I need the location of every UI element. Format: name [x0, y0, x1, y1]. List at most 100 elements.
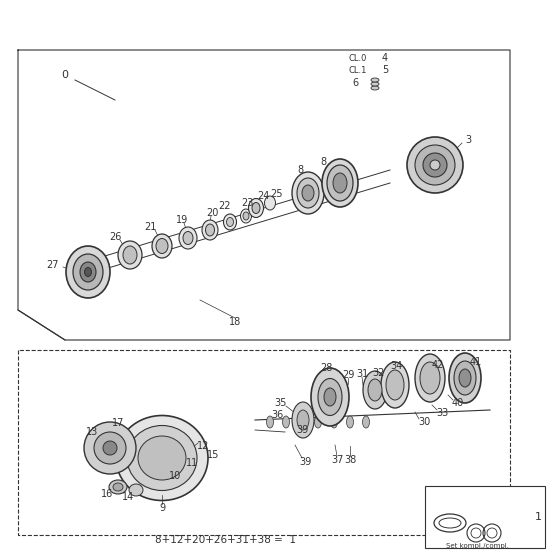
Ellipse shape: [202, 220, 218, 240]
Text: 13: 13: [86, 427, 98, 437]
Text: 8: 8: [320, 157, 326, 167]
Text: 29: 29: [342, 370, 354, 380]
Text: 31: 31: [356, 369, 368, 379]
Text: 41: 41: [470, 357, 482, 367]
Bar: [425, 486, 545, 548]
Text: 26: 26: [109, 232, 121, 242]
Text: 39: 39: [296, 425, 308, 435]
Ellipse shape: [322, 159, 358, 207]
Ellipse shape: [116, 416, 208, 501]
Text: 33: 33: [436, 408, 448, 418]
Ellipse shape: [324, 388, 336, 406]
Text: 32: 32: [372, 368, 384, 378]
Ellipse shape: [363, 371, 387, 409]
Ellipse shape: [420, 362, 440, 394]
Ellipse shape: [109, 480, 127, 494]
Ellipse shape: [386, 370, 404, 400]
Ellipse shape: [243, 212, 249, 220]
Ellipse shape: [66, 246, 110, 298]
Ellipse shape: [282, 416, 290, 428]
Text: 23: 23: [241, 198, 253, 208]
Ellipse shape: [362, 416, 370, 428]
Ellipse shape: [315, 416, 321, 428]
Circle shape: [423, 153, 447, 177]
Text: 19: 19: [176, 215, 188, 225]
Circle shape: [94, 432, 126, 464]
Ellipse shape: [80, 262, 96, 282]
Ellipse shape: [223, 214, 236, 230]
Text: 28: 28: [320, 363, 332, 373]
Ellipse shape: [183, 231, 193, 245]
Text: 38: 38: [344, 455, 356, 465]
Ellipse shape: [252, 203, 260, 213]
Ellipse shape: [449, 353, 481, 403]
Ellipse shape: [226, 217, 234, 226]
Ellipse shape: [454, 361, 476, 395]
Text: 11: 11: [186, 458, 198, 468]
Text: 0: 0: [62, 70, 68, 80]
Ellipse shape: [297, 410, 309, 430]
Text: 10: 10: [169, 471, 181, 481]
Ellipse shape: [368, 379, 382, 401]
Ellipse shape: [292, 402, 314, 438]
Circle shape: [407, 137, 463, 193]
Ellipse shape: [311, 368, 349, 426]
Text: 4: 4: [382, 53, 388, 63]
Ellipse shape: [152, 234, 172, 258]
Ellipse shape: [73, 254, 103, 290]
Ellipse shape: [264, 196, 276, 210]
Text: 8+12+20+26+31+38 =  1: 8+12+20+26+31+38 = 1: [155, 535, 296, 545]
Ellipse shape: [371, 78, 379, 82]
Text: 20: 20: [206, 208, 218, 218]
Ellipse shape: [297, 178, 319, 208]
Text: 39: 39: [299, 457, 311, 467]
Text: 42: 42: [432, 360, 444, 370]
Text: 18: 18: [229, 317, 241, 327]
Text: 30: 30: [418, 417, 430, 427]
Text: 1: 1: [534, 512, 542, 522]
Text: 16: 16: [101, 489, 113, 499]
Ellipse shape: [249, 198, 264, 217]
Text: CL.1: CL.1: [349, 66, 367, 74]
Text: 34: 34: [390, 361, 402, 371]
Ellipse shape: [129, 484, 143, 496]
Ellipse shape: [179, 227, 197, 249]
Ellipse shape: [127, 426, 197, 491]
Text: CL.0: CL.0: [349, 54, 367, 63]
Text: 14: 14: [122, 492, 134, 502]
Ellipse shape: [267, 416, 273, 428]
Text: 21: 21: [144, 222, 156, 232]
Ellipse shape: [292, 172, 324, 214]
Ellipse shape: [347, 416, 353, 428]
Circle shape: [415, 145, 455, 185]
Text: 17: 17: [112, 418, 124, 428]
Text: 5: 5: [382, 65, 388, 75]
Ellipse shape: [118, 241, 142, 269]
Text: 25: 25: [270, 189, 282, 199]
Text: 24: 24: [257, 191, 269, 201]
Ellipse shape: [371, 86, 379, 90]
Circle shape: [103, 441, 117, 455]
Ellipse shape: [302, 185, 314, 201]
Text: 27: 27: [46, 260, 58, 270]
Ellipse shape: [138, 436, 186, 480]
Text: 37: 37: [331, 455, 343, 465]
Text: 12: 12: [197, 441, 209, 451]
Text: 35: 35: [274, 398, 286, 408]
Text: 22: 22: [218, 201, 230, 211]
Ellipse shape: [415, 354, 445, 402]
Ellipse shape: [381, 362, 409, 408]
Ellipse shape: [371, 82, 379, 86]
Circle shape: [84, 422, 136, 474]
Text: 9: 9: [159, 503, 165, 513]
Ellipse shape: [206, 224, 214, 236]
Text: 3: 3: [465, 135, 471, 145]
Text: 36: 36: [271, 410, 283, 420]
Text: 6: 6: [352, 78, 358, 88]
Ellipse shape: [123, 246, 137, 264]
Ellipse shape: [156, 239, 168, 254]
Ellipse shape: [327, 165, 353, 201]
Text: 15: 15: [207, 450, 219, 460]
Text: Set kompl./compl.: Set kompl./compl.: [446, 543, 509, 549]
Text: 40: 40: [452, 398, 464, 408]
